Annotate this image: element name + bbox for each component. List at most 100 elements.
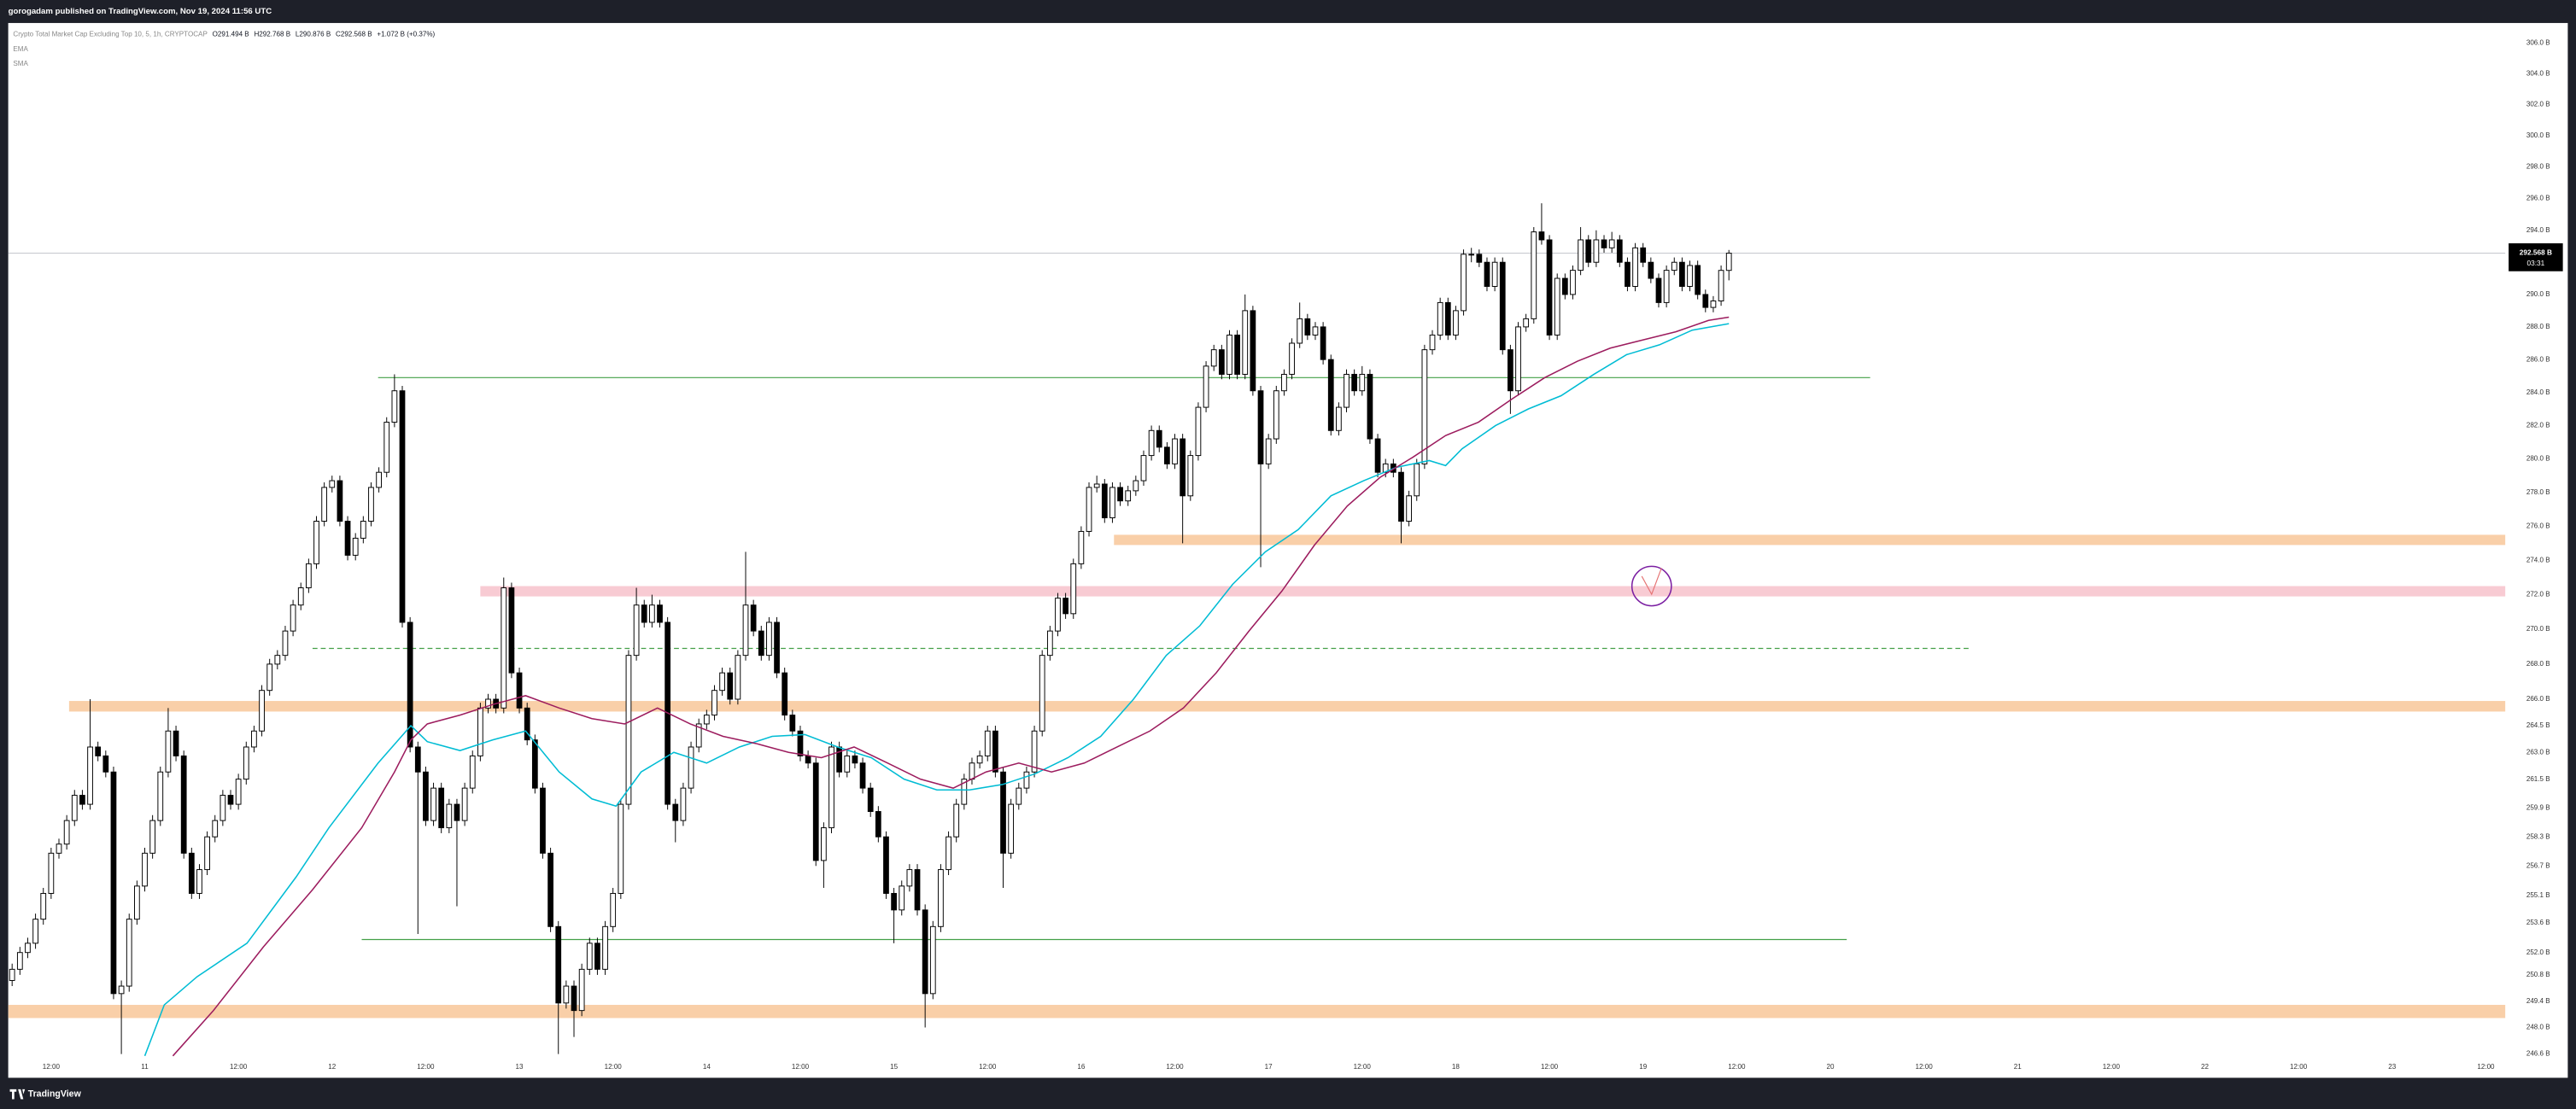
x-tick-label: 12:00 [417, 1063, 435, 1071]
candle-body [1398, 471, 1404, 522]
candle-body [399, 390, 406, 623]
candle-body [414, 746, 421, 773]
candle-body [344, 521, 351, 556]
candle-body [48, 852, 55, 894]
candle-body [695, 723, 702, 748]
y-tick-label: 302.0 B [2526, 101, 2550, 108]
candle-body [547, 852, 553, 927]
y-tick-label: 294.0 B [2526, 226, 2550, 234]
candle-body [329, 480, 336, 488]
x-tick-label: 20 [1826, 1063, 1834, 1071]
axes: 306.0 B 304.0 B 302.0 B 300.0 B 298.0 B 296.0… [43, 38, 2563, 1071]
candle-body [555, 925, 562, 1004]
candle-body [142, 852, 148, 887]
price-zone [68, 701, 2506, 712]
candle-body [1234, 334, 1240, 375]
candle-body [1648, 261, 1654, 279]
candle-body [1461, 254, 1467, 312]
candle-body [1218, 349, 1225, 375]
y-tick-label: 253.6 B [2526, 919, 2550, 926]
indicator-name: SMA [13, 60, 28, 67]
candle-body [1133, 480, 1139, 492]
candle-body [1671, 261, 1677, 271]
candle-body [969, 762, 975, 780]
candle-body [766, 622, 772, 657]
candle-body [563, 985, 570, 1004]
candle-body [1242, 310, 1249, 375]
y-tick-label: 288.0 B [2526, 323, 2550, 330]
y-tick-label: 300.0 B [2526, 131, 2550, 139]
ohlc-value: O291.494 B [213, 31, 249, 38]
price-zone [8, 1005, 2506, 1019]
y-tick-label: 246.6 B [2526, 1050, 2550, 1058]
candle-body [446, 803, 453, 829]
candle-body [1523, 318, 1530, 328]
candle-body [914, 869, 921, 911]
candle-body [1156, 429, 1162, 448]
candle-body [266, 663, 273, 692]
candle-body [782, 672, 788, 716]
y-tick-label: 250.8 B [2526, 971, 2550, 978]
candle-body [321, 487, 328, 522]
candle-body [1164, 447, 1170, 464]
candle-body [204, 836, 210, 871]
x-tick-label: 17 [1265, 1063, 1273, 1071]
y-tick-label: 286.0 B [2526, 355, 2550, 363]
candle-body [180, 755, 187, 854]
candle-body [1546, 239, 1553, 336]
candle-body [337, 480, 343, 522]
candle-body [352, 537, 359, 556]
candle-body [1070, 563, 1077, 615]
candle-body [1406, 495, 1412, 522]
candle-body [1016, 787, 1022, 805]
candle-body [368, 487, 374, 522]
x-tick-label: 12:00 [792, 1063, 810, 1071]
candle-body [618, 803, 624, 894]
candle-body [235, 779, 242, 805]
candle-body [1421, 349, 1428, 464]
candle-body [1484, 261, 1490, 287]
candle-body [1679, 261, 1685, 287]
candle-body [531, 739, 538, 789]
x-tick-label: 22 [2201, 1063, 2209, 1071]
candle-body [469, 755, 476, 789]
y-tick-label: 248.0 B [2526, 1024, 2550, 1031]
candle-body [1570, 270, 1576, 295]
candle-body [438, 787, 445, 829]
candle-body [485, 698, 491, 709]
candle-body [71, 795, 78, 821]
candle-body [118, 985, 125, 995]
x-tick-label: 16 [1077, 1063, 1085, 1071]
candle-body [742, 604, 749, 657]
candle-body [625, 655, 632, 805]
candle-body [516, 672, 523, 709]
footer-brand: TradingView [28, 1089, 82, 1099]
candle-body [1187, 455, 1194, 497]
symbol-title: Crypto Total Market Cap Excluding Top 10… [13, 31, 207, 38]
candle-body [1046, 630, 1053, 657]
x-tick-label: 12:00 [43, 1063, 61, 1071]
candle-body [376, 471, 382, 488]
candle-body [165, 730, 172, 773]
candle-body [1414, 463, 1420, 497]
x-tick-label: 12:00 [979, 1063, 997, 1071]
candle-body [602, 925, 608, 970]
candle-body [1351, 373, 1358, 392]
candle-body [703, 715, 710, 725]
candle-body [1148, 429, 1155, 457]
candle-body [126, 919, 132, 987]
candle-body [188, 852, 195, 894]
candle-body [1008, 803, 1015, 854]
x-tick-label: 23 [2388, 1063, 2396, 1071]
y-tick-label: 270.0 B [2526, 625, 2550, 633]
candle-body [196, 869, 202, 894]
candle-body [1468, 254, 1475, 256]
candle-body [812, 762, 819, 861]
candle-body [688, 746, 694, 789]
candle-body [859, 762, 866, 789]
indicator-name: EMA [13, 45, 28, 53]
y-tick-label: 304.0 B [2526, 69, 2550, 77]
candle-body [102, 755, 109, 773]
x-tick-label: 12:00 [605, 1063, 623, 1071]
candle-body [774, 622, 780, 674]
